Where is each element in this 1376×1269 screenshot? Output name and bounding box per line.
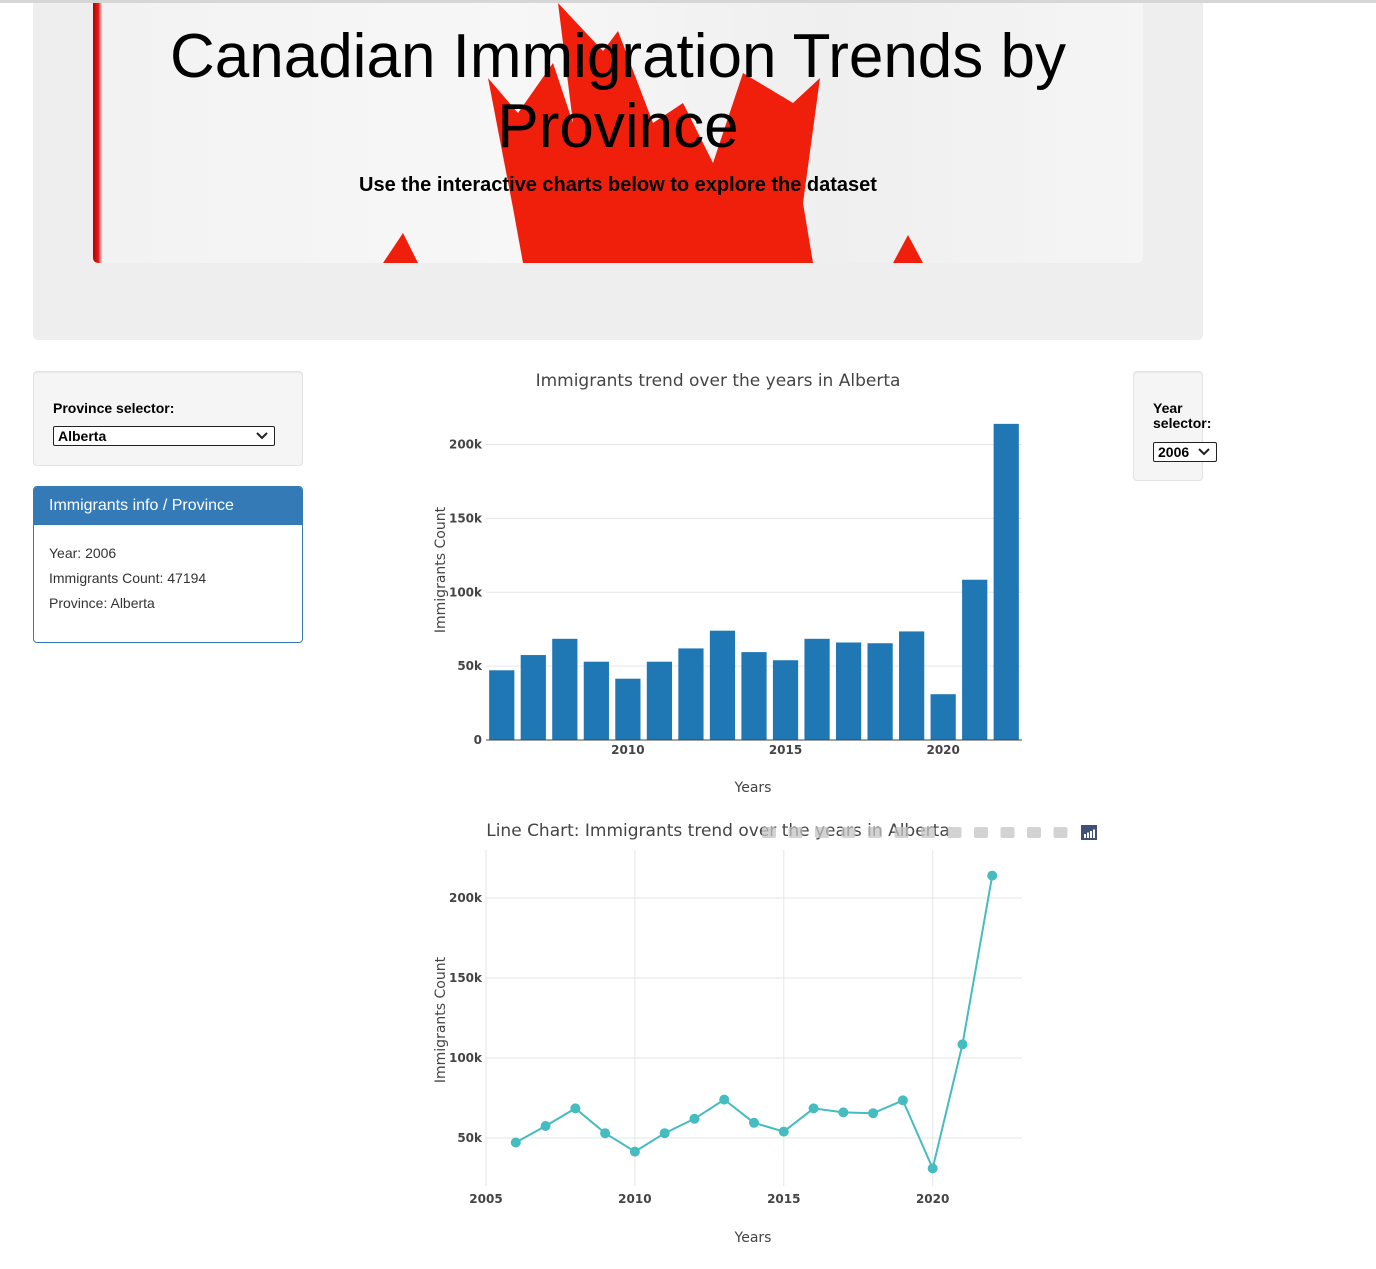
bar-2020: [930, 694, 956, 740]
bar-2008: [552, 638, 578, 740]
bar-2006: [489, 670, 515, 740]
line-point-2010: [629, 1146, 640, 1157]
line-point-2007: [540, 1121, 551, 1131]
bar-2015: [772, 660, 799, 740]
spike-lines-icon: [1000, 827, 1015, 838]
bar-2011: [646, 661, 673, 740]
line-point-2006: [510, 1137, 521, 1148]
line-point-2016: [808, 1103, 819, 1114]
line-xtick-label: 2015: [767, 1192, 800, 1206]
line-point-2015: [778, 1126, 789, 1137]
year-dropdown-value: 2006: [1158, 444, 1190, 460]
line-xtick-label: 2020: [916, 1192, 949, 1206]
bar-ytick-label: 50k: [457, 659, 483, 673]
info-year: Year: 2006: [49, 545, 117, 561]
info-province: Province: Alberta: [49, 595, 155, 611]
province-selector-panel: Province selector: Alberta: [33, 371, 303, 466]
year-selector-label: Year selector:: [1153, 400, 1212, 431]
province-dropdown[interactable]: Alberta: [53, 426, 275, 446]
line-point-2012: [689, 1113, 700, 1124]
bar-2013: [709, 630, 736, 740]
line-point-2020: [927, 1163, 938, 1174]
bar-2010: [615, 678, 641, 740]
info-count: Immigrants Count: 47194: [49, 570, 207, 586]
province-dropdown-value: Alberta: [58, 428, 107, 444]
line-point-2017: [838, 1107, 849, 1118]
bar-2007: [520, 655, 546, 740]
bar-2016: [804, 638, 830, 740]
bar-ytick-label: 100k: [449, 585, 483, 599]
year-dropdown[interactable]: 2006: [1153, 442, 1217, 462]
line-ytick-label: 100k: [449, 1051, 483, 1065]
bar-xtick-label: 2015: [769, 743, 802, 757]
line-point-2022: [987, 870, 998, 881]
bar-2009: [583, 661, 609, 740]
line-point-2014: [749, 1117, 759, 1128]
bar-ytick-label: 0: [474, 733, 482, 747]
year-selector-panel: Year selector: 2006: [1133, 371, 1217, 481]
chart-modebar: [762, 825, 1097, 840]
bar-x-axis-title: Years: [734, 780, 772, 796]
bar-chart[interactable]: 0 50k 100k 150k 200k 2010 2015 2020 Immigrants t…: [433, 371, 1022, 796]
line-xtick-label: 2005: [469, 1192, 502, 1206]
plotly-logo-bar: [1090, 831, 1092, 838]
hover-closest-icon: [1027, 827, 1041, 838]
bar-2018: [867, 643, 893, 740]
zoom-out-icon: [921, 827, 935, 838]
chevron-down-icon: [1198, 448, 1210, 456]
line-ytick-label: 150k: [449, 971, 483, 985]
bar-xtick-label: 2020: [926, 743, 959, 757]
bar-2019: [899, 631, 925, 740]
page-title: Canadian Immigration Trends by Province: [169, 22, 1066, 161]
zoom-icon: [788, 827, 803, 838]
zoom-in-icon: [894, 827, 909, 838]
line-y-axis-title: Immigrants Count: [433, 956, 449, 1083]
plotly-logo-bar: [1093, 829, 1095, 838]
plotly-logo-bar: [1084, 834, 1086, 838]
line-ytick-label: 50k: [457, 1131, 483, 1145]
line-point-2008: [570, 1103, 581, 1114]
info-panel-heading: Immigrants info / Province: [34, 487, 302, 525]
autoscale-icon: [947, 827, 962, 838]
line-x-axis-title: Years: [734, 1230, 772, 1246]
immigrants-info-panel: Immigrants info / Province Year: 2006 Im…: [33, 486, 303, 643]
top-border: [0, 0, 1376, 3]
line-chart-title: Line Chart: Immigrants trend over the ye…: [486, 821, 950, 841]
province-selector-label: Province selector:: [53, 400, 175, 416]
bar-2012: [678, 648, 704, 740]
line-xtick-label: 2010: [618, 1192, 651, 1206]
page-subtitle: Use the interactive charts below to expl…: [359, 174, 877, 196]
chevron-down-icon: [256, 432, 268, 440]
home-icon: [974, 827, 988, 838]
camera-icon: [762, 827, 776, 838]
flag-edge-stripe: [93, 3, 102, 263]
hover-compare-icon: [1053, 827, 1068, 838]
bar-xtick-label: 2010: [611, 743, 644, 757]
bar-2014: [741, 652, 767, 740]
pan-icon: [815, 827, 829, 838]
bar-2021: [962, 579, 988, 740]
banner-image: [93, 3, 1143, 263]
line-point-2019: [897, 1095, 908, 1106]
line-point-2018: [868, 1108, 879, 1119]
line-point-2011: [659, 1128, 670, 1139]
bar-2017: [835, 642, 862, 740]
select-box-icon: [841, 827, 856, 838]
line-chart[interactable]: 2005 2010 2015 2020 50k 100k 150k 200k Line Char…: [433, 821, 1022, 1246]
maple-leaf-icon: [383, 3, 923, 263]
lasso-icon: [868, 827, 882, 838]
line-ytick-label: 200k: [449, 891, 483, 905]
bar-2022: [993, 423, 1019, 740]
bar-y-axis-title: Immigrants Count: [433, 506, 449, 633]
bar-chart-title: Immigrants trend over the years in Alber…: [536, 371, 901, 391]
bar-ytick-label: 200k: [449, 438, 483, 452]
line-point-2021: [957, 1039, 968, 1050]
line-point-2013: [719, 1094, 730, 1105]
plotly-logo-bar: [1087, 832, 1089, 838]
bar-ytick-label: 150k: [449, 511, 483, 525]
line-point-2009: [600, 1128, 611, 1139]
